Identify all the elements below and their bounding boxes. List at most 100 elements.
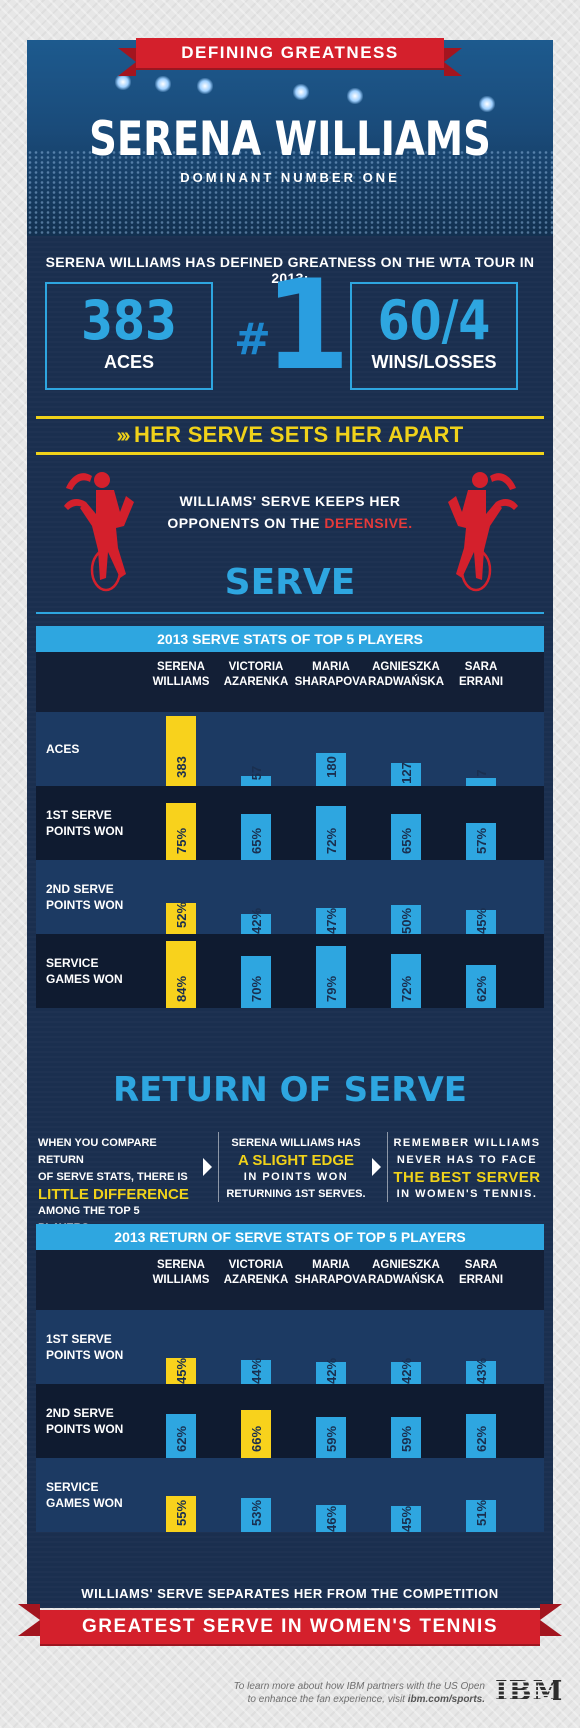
- player-last-name: ERRANI: [458, 1274, 504, 1286]
- footer-note-text: to enhance the fan experience, visit: [247, 1694, 408, 1705]
- player-last-name: WILLIAMS: [152, 676, 210, 688]
- stat-value-label: 59%: [323, 1425, 339, 1452]
- record-value: 60/4: [377, 289, 491, 352]
- serve-apart-text: HER SERVE SETS HER APART: [133, 422, 464, 447]
- return-note-2: SERENA WILLIAMS HAS A SLIGHT EDGE IN POI…: [222, 1135, 370, 1203]
- player-first-name: AGNIESZKA: [372, 661, 440, 673]
- stat-bar: 70%: [241, 956, 271, 1008]
- stat-value-label: 44%: [248, 1357, 264, 1384]
- stat-bar: 46%: [316, 1505, 346, 1532]
- stat-bar: 62%: [466, 1414, 496, 1458]
- bottom-ribbon: GREATEST SERVE IN WOMEN'S TENNIS: [40, 1610, 540, 1644]
- stat-value-label: 42%: [323, 1357, 339, 1384]
- note-2-line: RETURNING 1ST SERVES.: [226, 1188, 366, 1200]
- ribbon-tail-left: [18, 1604, 40, 1636]
- row-label: 1ST SERVE POINTS WON: [46, 1331, 141, 1363]
- table-row: [36, 786, 544, 860]
- row-label-line: GAMES WON: [46, 972, 123, 986]
- player-name: VICTORIA AZARENKA: [211, 1258, 301, 1288]
- stat-value-label: 45%: [173, 1357, 189, 1384]
- footer-statement: WILLIAMS' SERVE SEPARATES HER FROM THE C…: [81, 1586, 499, 1601]
- player-name: SARA ERRANI: [436, 660, 526, 690]
- stat-value-label: 7: [473, 769, 489, 777]
- stadium-light-icon: [293, 84, 309, 100]
- stat-value-label: 42%: [398, 1357, 414, 1384]
- row-label-line: GAMES WON: [46, 1496, 123, 1510]
- stat-value-label: 79%: [323, 975, 339, 1002]
- keeps-line-2a: OPPONENTS ON THE: [167, 515, 325, 531]
- player-first-name: AGNIESZKA: [372, 1259, 440, 1271]
- stat-bar: 127: [391, 762, 421, 786]
- arrow-right-icon: [203, 1158, 212, 1176]
- tennis-player-silhouette-icon: [448, 472, 518, 592]
- stat-value-label: 383: [173, 756, 189, 778]
- stat-value-label: 65%: [398, 827, 414, 855]
- player-header-row: [36, 1250, 544, 1310]
- stat-value-label: 65%: [248, 827, 264, 855]
- ribbon-tail-left: [118, 48, 136, 76]
- stat-bar: 79%: [316, 946, 346, 1008]
- keeps-line-1: WILLIAMS' SERVE KEEPS HER: [179, 493, 401, 509]
- player-last-name: WILLIAMS: [152, 1274, 210, 1286]
- return-note-3: REMEMBER WILLIAMS NEVER HAS TO FACE THE …: [390, 1135, 544, 1203]
- row-label-line: ACES: [46, 742, 80, 756]
- rank-hash: #: [234, 314, 271, 365]
- stat-bar: 50%: [391, 904, 421, 934]
- row-label-line: SERVICE: [46, 1480, 99, 1494]
- aces-stat-box: 383 ACES: [45, 282, 213, 390]
- note-3-line: NEVER HAS TO FACE: [396, 1154, 538, 1166]
- keeps-defensive: DEFENSIVE.: [324, 515, 413, 531]
- player-last-name: AZARENKA: [223, 676, 289, 688]
- keeps-line-2: OPPONENTS ON THE DEFENSIVE.: [150, 512, 430, 534]
- stat-bar: 45%: [166, 1358, 196, 1384]
- stat-bar: 65%: [241, 814, 271, 860]
- row-label: SERVICE GAMES WON: [46, 955, 141, 987]
- stat-value-label: 62%: [173, 1425, 189, 1452]
- stat-bar: 45%: [466, 908, 496, 934]
- return-note-1: WHEN YOU COMPARE RETURN OF SERVE STATS, …: [38, 1135, 196, 1237]
- stat-bar: 62%: [466, 965, 496, 1008]
- stat-bar: 72%: [316, 806, 346, 860]
- player-first-name: VICTORIA: [228, 661, 284, 673]
- stat-bar: 51%: [466, 1500, 496, 1532]
- page-title: SERENA WILLIAMS: [89, 112, 491, 167]
- player-name: SERENA WILLIAMS: [136, 660, 226, 690]
- player-first-name: SARA: [464, 1259, 498, 1271]
- note-2-line: SERENA WILLIAMS HAS: [231, 1137, 361, 1149]
- player-first-name: SERENA: [157, 661, 205, 673]
- player-first-name: SERENA: [157, 1259, 205, 1271]
- serve-section-title: SERVE: [224, 562, 356, 603]
- intro-text: SERENA WILLIAMS HAS DEFINED GREATNESS ON…: [45, 254, 535, 286]
- stat-value-label: 70%: [248, 975, 264, 1002]
- player-name: SARA ERRANI: [436, 1258, 526, 1288]
- row-label-line: POINTS WON: [46, 1422, 124, 1436]
- row-label-line: 1ST SERVE: [46, 808, 112, 822]
- stat-value-label: 72%: [323, 827, 339, 854]
- yellow-divider-bottom: [36, 452, 544, 455]
- stat-bar: 75%: [166, 802, 196, 860]
- row-label: 1ST SERVE POINTS WON: [46, 807, 141, 839]
- row-label-line: 2ND SERVE: [46, 1406, 114, 1420]
- arrow-right-icon: [372, 1158, 381, 1176]
- row-label-line: 1ST SERVE: [46, 1332, 112, 1346]
- player-name: MARIA SHARAPOVA: [286, 660, 376, 690]
- yellow-divider-top: [36, 416, 544, 419]
- row-label-line: POINTS WON: [46, 1348, 124, 1362]
- rank-number: 1: [264, 254, 351, 398]
- stat-bar: 383: [166, 716, 196, 786]
- aces-label: ACES: [103, 352, 154, 372]
- stat-bar: 42%: [391, 1358, 421, 1384]
- player-header-row: [36, 652, 544, 712]
- stat-bar: 53%: [241, 1497, 271, 1532]
- player-last-name: RADWAŃSKA: [367, 676, 445, 688]
- ibm-sports-link[interactable]: ibm.com/sports.: [407, 1694, 485, 1705]
- footer-note: To learn more about how IBM partners wit…: [230, 1680, 485, 1706]
- serve-keeps-text: WILLIAMS' SERVE KEEPS HER OPPONENTS ON T…: [150, 490, 430, 534]
- note-divider: [218, 1132, 219, 1202]
- record-stat-box: 60/4 WINS/LOSSES: [350, 282, 518, 390]
- stat-value-label: 42%: [248, 907, 264, 934]
- return-section-title: RETURN OF SERVE: [112, 1070, 468, 1110]
- stat-value-label: 50%: [398, 907, 414, 934]
- row-label-line: POINTS WON: [46, 898, 124, 912]
- table-row: [36, 1458, 544, 1532]
